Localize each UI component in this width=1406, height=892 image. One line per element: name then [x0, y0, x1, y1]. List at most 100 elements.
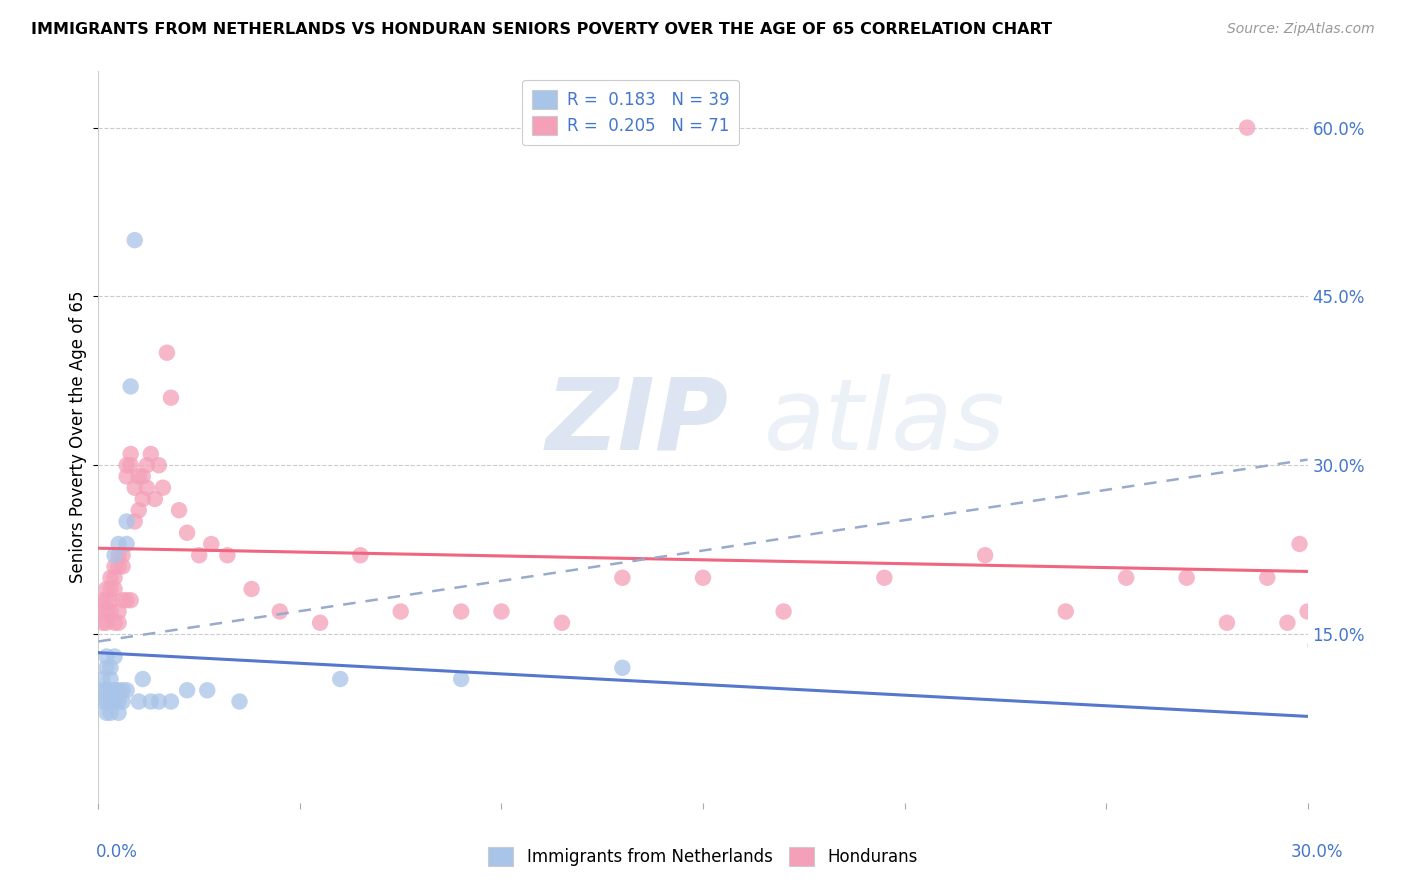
Point [103, 571, 125, 585]
Point [103, 582, 125, 596]
Point [1216, 615, 1239, 630]
Point [100, 582, 122, 596]
Point [1236, 120, 1258, 135]
Point [167, 503, 190, 517]
Point [160, 391, 183, 405]
Point [176, 525, 198, 540]
Text: 0.0%: 0.0% [96, 843, 138, 861]
Point [156, 345, 179, 359]
Point [103, 548, 125, 562]
Point [96, 694, 118, 708]
Point [111, 548, 134, 562]
Point [96, 605, 118, 619]
Point [120, 447, 142, 461]
Y-axis label: Seniors Poverty Over the Age of 65: Seniors Poverty Over the Age of 65 [69, 291, 87, 583]
Point [450, 672, 472, 686]
Point [176, 683, 198, 698]
Point [974, 548, 997, 562]
Point [329, 672, 352, 686]
Point [148, 694, 170, 708]
Point [128, 503, 150, 517]
Point [195, 683, 218, 698]
Text: Source: ZipAtlas.com: Source: ZipAtlas.com [1227, 22, 1375, 37]
Point [120, 379, 142, 393]
Point [103, 683, 125, 698]
Point [135, 458, 157, 473]
Point [107, 605, 129, 619]
Point [107, 537, 129, 551]
Point [107, 683, 129, 698]
Point [188, 548, 211, 562]
Point [139, 694, 162, 708]
Point [100, 605, 122, 619]
Point [91, 605, 114, 619]
Point [115, 515, 138, 529]
Point [100, 672, 122, 686]
Point [1277, 615, 1299, 630]
Point [115, 458, 138, 473]
Point [1054, 605, 1077, 619]
Point [96, 593, 118, 607]
Point [103, 615, 125, 630]
Text: ZIP: ZIP [546, 374, 728, 471]
Point [100, 694, 122, 708]
Point [1305, 638, 1327, 652]
Point [115, 537, 138, 551]
Point [107, 615, 129, 630]
Legend: Immigrants from Netherlands, Hondurans: Immigrants from Netherlands, Hondurans [481, 840, 925, 873]
Point [873, 571, 896, 585]
Point [96, 582, 118, 596]
Point [349, 548, 371, 562]
Point [96, 706, 118, 720]
Point [217, 548, 239, 562]
Point [111, 559, 134, 574]
Point [139, 447, 162, 461]
Point [115, 469, 138, 483]
Point [103, 559, 125, 574]
Point [103, 694, 125, 708]
Point [1175, 571, 1198, 585]
Point [100, 593, 122, 607]
Point [91, 615, 114, 630]
Point [111, 683, 134, 698]
Point [107, 706, 129, 720]
Point [124, 515, 146, 529]
Point [240, 582, 263, 596]
Point [1316, 638, 1339, 652]
Point [111, 694, 134, 708]
Point [132, 469, 155, 483]
Point [132, 491, 155, 506]
Point [91, 672, 114, 686]
Point [309, 615, 332, 630]
Point [96, 661, 118, 675]
Point [124, 481, 146, 495]
Point [111, 593, 134, 607]
Point [100, 706, 122, 720]
Text: atlas: atlas [763, 374, 1005, 471]
Point [228, 694, 250, 708]
Point [269, 605, 291, 619]
Point [91, 683, 114, 698]
Point [107, 548, 129, 562]
Point [1296, 605, 1319, 619]
Point [115, 593, 138, 607]
Point [450, 605, 472, 619]
Point [200, 537, 222, 551]
Point [107, 694, 129, 708]
Point [551, 615, 574, 630]
Legend: R =  0.183   N = 39, R =  0.205   N = 71: R = 0.183 N = 39, R = 0.205 N = 71 [522, 79, 740, 145]
Point [152, 481, 174, 495]
Point [772, 605, 794, 619]
Point [148, 458, 170, 473]
Point [143, 491, 166, 506]
Point [100, 683, 122, 698]
Point [160, 694, 183, 708]
Point [612, 571, 634, 585]
Point [115, 683, 138, 698]
Point [491, 605, 513, 619]
Point [91, 593, 114, 607]
Point [103, 649, 125, 664]
Point [100, 571, 122, 585]
Point [107, 559, 129, 574]
Point [91, 694, 114, 708]
